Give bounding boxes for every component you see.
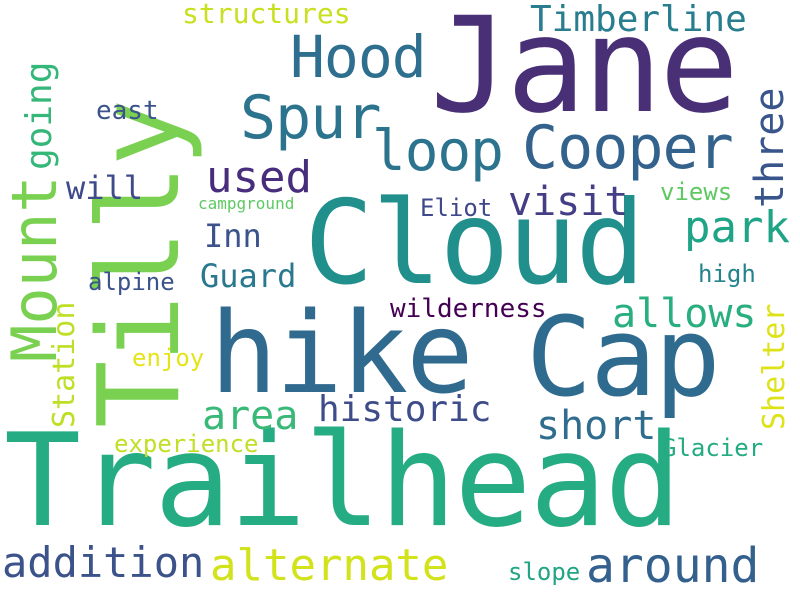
- word-enjoy: enjoy: [132, 344, 205, 372]
- word-experience: experience: [114, 430, 259, 458]
- word-spur: Spur: [240, 83, 381, 153]
- word-shelter: Shelter: [757, 303, 792, 430]
- word-tilly: Tilly: [75, 100, 205, 428]
- word-guard: Guard: [200, 257, 297, 295]
- word-inn: Inn: [204, 217, 262, 255]
- word-campground: campground: [198, 194, 295, 213]
- word-slope: slope: [508, 558, 581, 586]
- word-going: going: [19, 61, 60, 170]
- word-east: east: [96, 96, 159, 126]
- word-eliot: Eliot: [420, 194, 493, 222]
- word-timberline: Timberline: [530, 0, 747, 40]
- word-glacier: Glacier: [662, 434, 764, 462]
- word-jane: Jane: [430, 0, 739, 143]
- word-loop: loop: [372, 119, 504, 184]
- word-will: will: [66, 169, 144, 207]
- word-station: Station: [47, 301, 82, 428]
- word-short: short: [536, 403, 657, 449]
- word-trailhead: Trailhead: [4, 407, 682, 556]
- word-area: area: [202, 393, 299, 439]
- word-wilderness: wilderness: [390, 294, 547, 324]
- word-alternate: alternate: [210, 540, 449, 591]
- word-three: three: [747, 87, 793, 208]
- word-allows: allows: [612, 291, 757, 337]
- word-visit: visit: [508, 179, 629, 225]
- word-alpine: alpine: [88, 268, 175, 296]
- word-historic: historic: [318, 389, 492, 430]
- word-cloud: Cloud: [304, 176, 645, 311]
- word-structures: structures: [182, 0, 351, 30]
- word-cooper: Cooper: [522, 113, 734, 183]
- word-park: park: [684, 202, 790, 253]
- word-views: views: [660, 178, 733, 206]
- word-high: high: [698, 260, 756, 288]
- word-addition: addition: [2, 538, 205, 587]
- word-hike: hike: [210, 289, 474, 419]
- word-used: used: [206, 152, 312, 203]
- word-cap: Cap: [526, 293, 721, 421]
- word-around: around: [586, 538, 760, 594]
- word-hood: Hood: [290, 23, 427, 91]
